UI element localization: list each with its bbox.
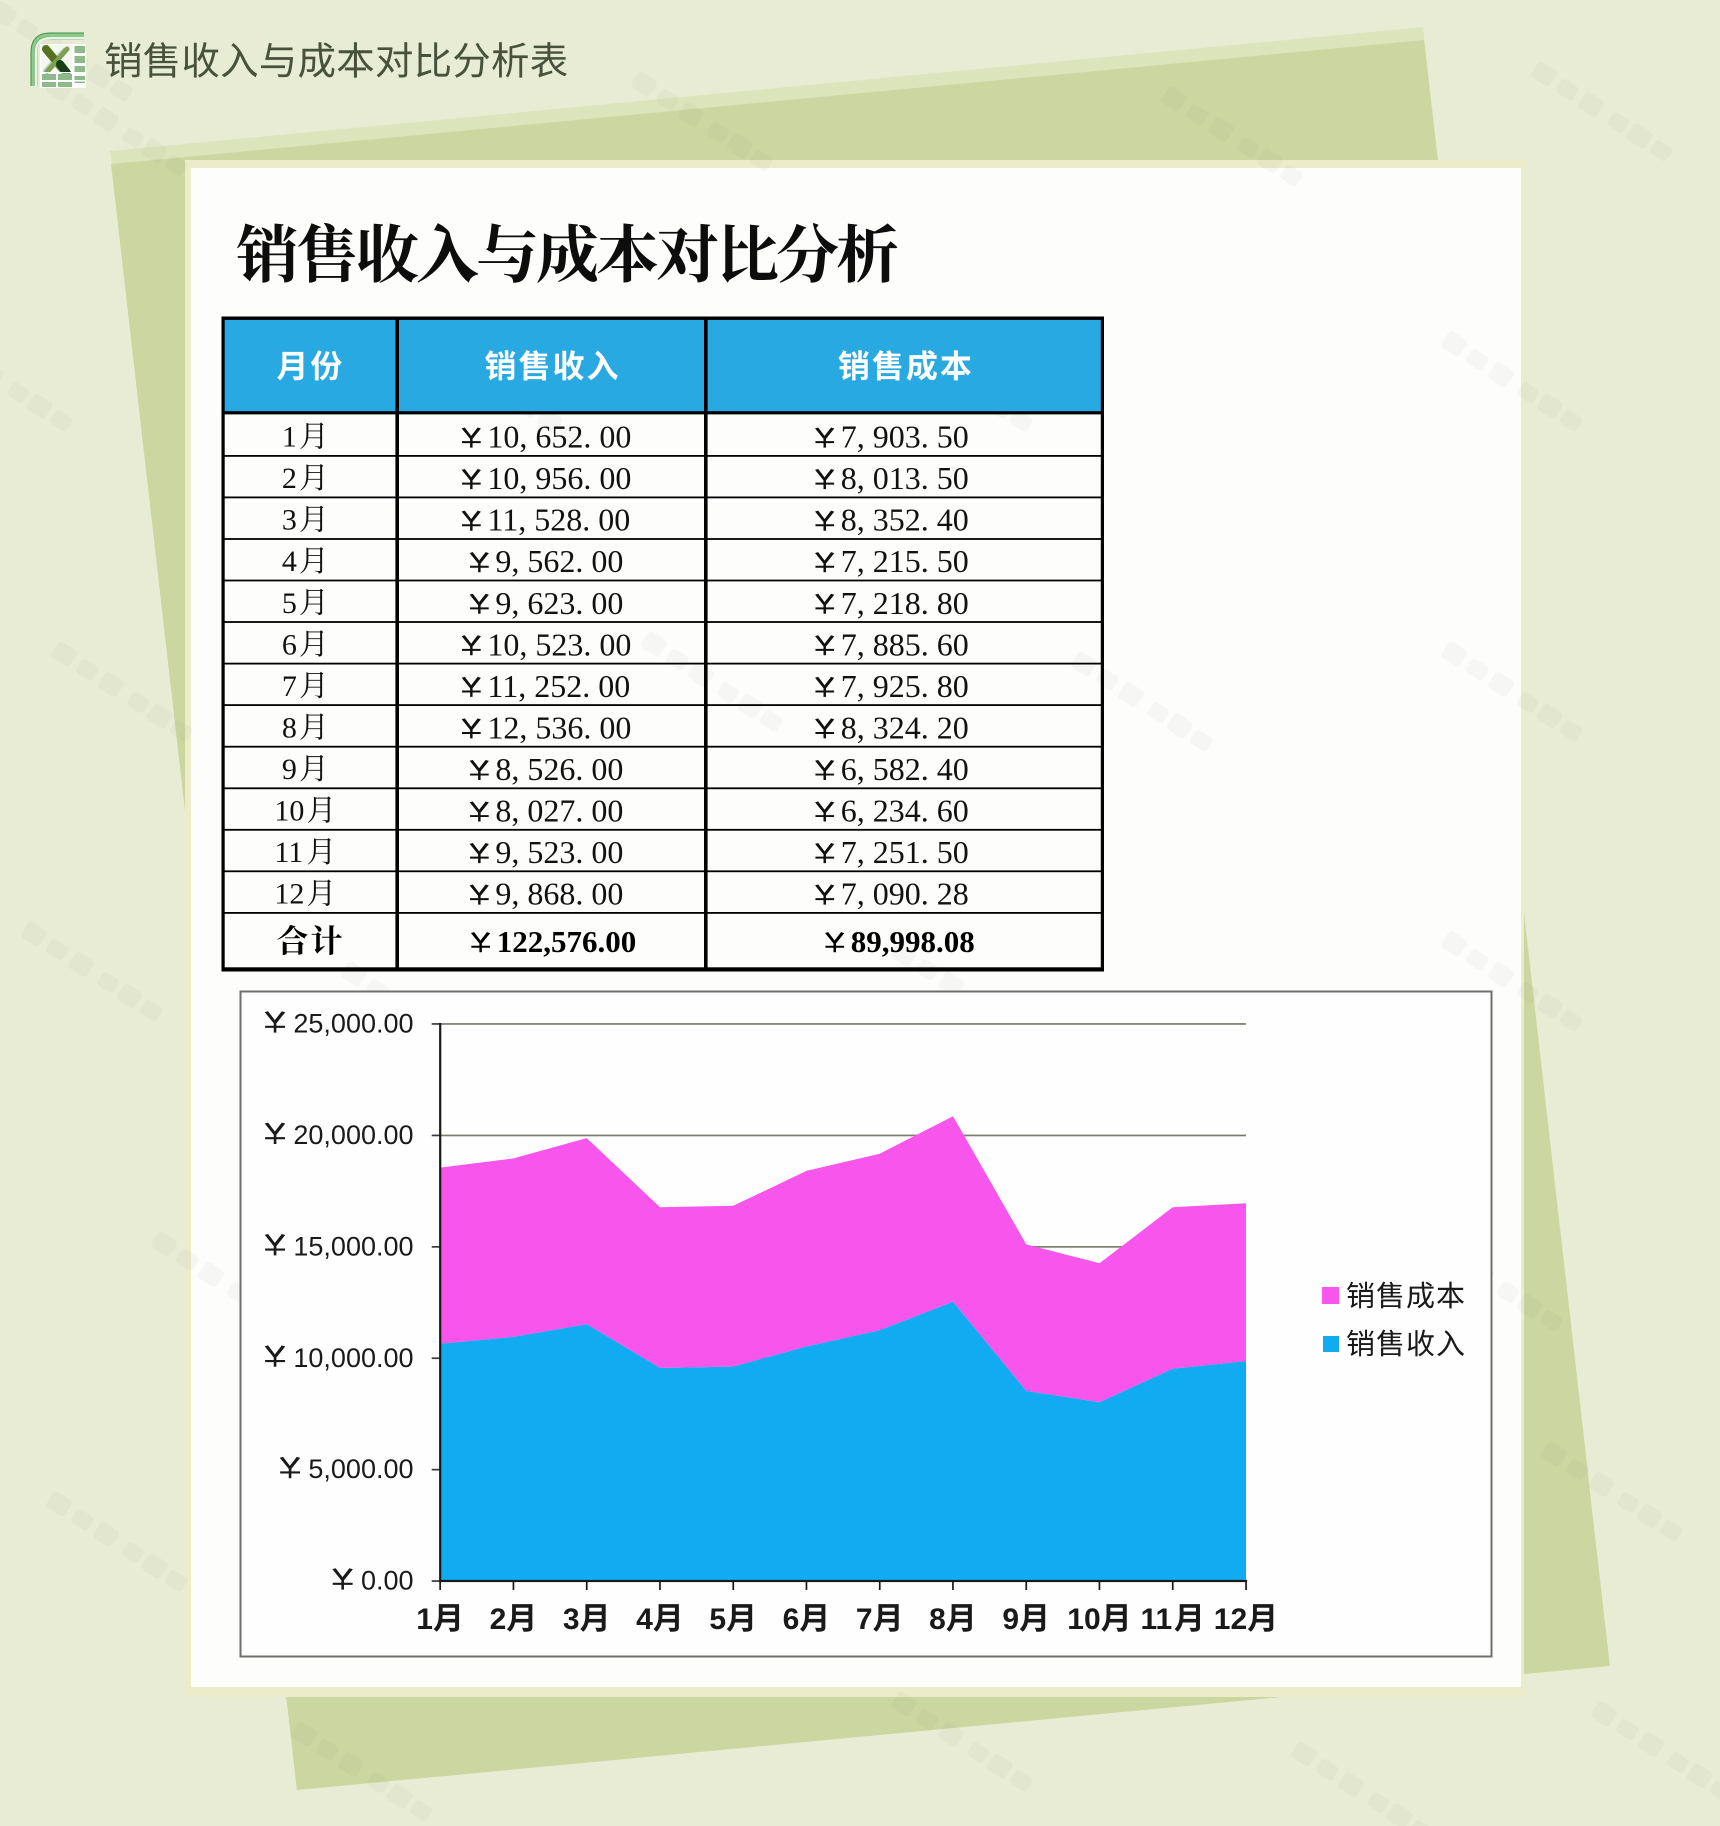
svg-text:8, 013. 50: 8, 013. 50 bbox=[841, 460, 969, 496]
svg-text:10, 956. 00: 10, 956. 00 bbox=[487, 460, 631, 496]
svg-text:122,576.00: 122,576.00 bbox=[497, 924, 637, 959]
svg-text:5,000.00: 5,000.00 bbox=[308, 1454, 413, 1484]
svg-text:25,000.00: 25,000.00 bbox=[293, 1009, 413, 1039]
svg-text:11, 252. 00: 11, 252. 00 bbox=[487, 668, 630, 704]
svg-text:7: 7 bbox=[282, 670, 297, 703]
svg-text:20,000.00: 20,000.00 bbox=[293, 1120, 413, 1150]
svg-text:7, 215. 50: 7, 215. 50 bbox=[841, 543, 969, 579]
svg-text:7, 925. 80: 7, 925. 80 bbox=[841, 668, 969, 704]
svg-text:1: 1 bbox=[416, 1603, 433, 1636]
svg-text:2: 2 bbox=[490, 1603, 507, 1636]
svg-text:7, 218. 80: 7, 218. 80 bbox=[841, 585, 969, 621]
svg-text:3: 3 bbox=[282, 504, 297, 537]
svg-text:11: 11 bbox=[1141, 1603, 1173, 1636]
svg-text:9: 9 bbox=[282, 753, 297, 786]
svg-text:8, 027. 00: 8, 027. 00 bbox=[495, 793, 623, 829]
svg-text:6: 6 bbox=[783, 1603, 800, 1636]
svg-text:0.00: 0.00 bbox=[361, 1566, 414, 1596]
svg-text:12: 12 bbox=[1214, 1603, 1247, 1636]
svg-text:10,000.00: 10,000.00 bbox=[293, 1343, 413, 1373]
svg-text:6, 582. 40: 6, 582. 40 bbox=[841, 751, 969, 787]
svg-text:9: 9 bbox=[1002, 1603, 1019, 1636]
svg-text:8: 8 bbox=[929, 1603, 946, 1636]
svg-text:6: 6 bbox=[282, 628, 297, 661]
svg-text:11, 528. 00: 11, 528. 00 bbox=[487, 502, 630, 538]
svg-text:10: 10 bbox=[274, 795, 304, 828]
svg-text:5: 5 bbox=[282, 587, 297, 620]
svg-text:6, 234. 60: 6, 234. 60 bbox=[841, 793, 969, 829]
svg-text:9, 523. 00: 9, 523. 00 bbox=[495, 834, 623, 870]
svg-text:7, 885. 60: 7, 885. 60 bbox=[841, 626, 969, 662]
svg-text:11: 11 bbox=[274, 836, 303, 869]
svg-text:89,998.08: 89,998.08 bbox=[851, 924, 975, 959]
svg-text:1: 1 bbox=[282, 421, 297, 454]
svg-text:12: 12 bbox=[274, 878, 304, 911]
svg-text:12, 536. 00: 12, 536. 00 bbox=[487, 709, 631, 745]
svg-text:5: 5 bbox=[709, 1603, 726, 1636]
svg-text:9, 868. 00: 9, 868. 00 bbox=[495, 876, 623, 912]
svg-text:8: 8 bbox=[282, 711, 297, 744]
svg-text:7, 251. 50: 7, 251. 50 bbox=[841, 834, 969, 870]
svg-text:7: 7 bbox=[856, 1603, 873, 1636]
svg-text:10, 523. 00: 10, 523. 00 bbox=[487, 626, 631, 662]
svg-text:4: 4 bbox=[636, 1603, 653, 1636]
svg-text:9, 623. 00: 9, 623. 00 bbox=[495, 585, 623, 621]
svg-text:7, 903. 50: 7, 903. 50 bbox=[841, 419, 969, 455]
svg-text:2: 2 bbox=[282, 462, 297, 495]
svg-text:7, 090. 28: 7, 090. 28 bbox=[841, 876, 969, 912]
svg-text:10, 652. 00: 10, 652. 00 bbox=[487, 419, 631, 455]
svg-text:9, 562. 00: 9, 562. 00 bbox=[495, 543, 623, 579]
svg-text:8, 526. 00: 8, 526. 00 bbox=[495, 751, 623, 787]
svg-text:8, 352. 40: 8, 352. 40 bbox=[841, 502, 969, 538]
svg-text:8, 324. 20: 8, 324. 20 bbox=[841, 709, 969, 745]
svg-text:4: 4 bbox=[282, 545, 297, 578]
svg-text:3: 3 bbox=[563, 1603, 580, 1636]
svg-text:10: 10 bbox=[1067, 1603, 1100, 1636]
svg-text:15,000.00: 15,000.00 bbox=[293, 1231, 413, 1261]
